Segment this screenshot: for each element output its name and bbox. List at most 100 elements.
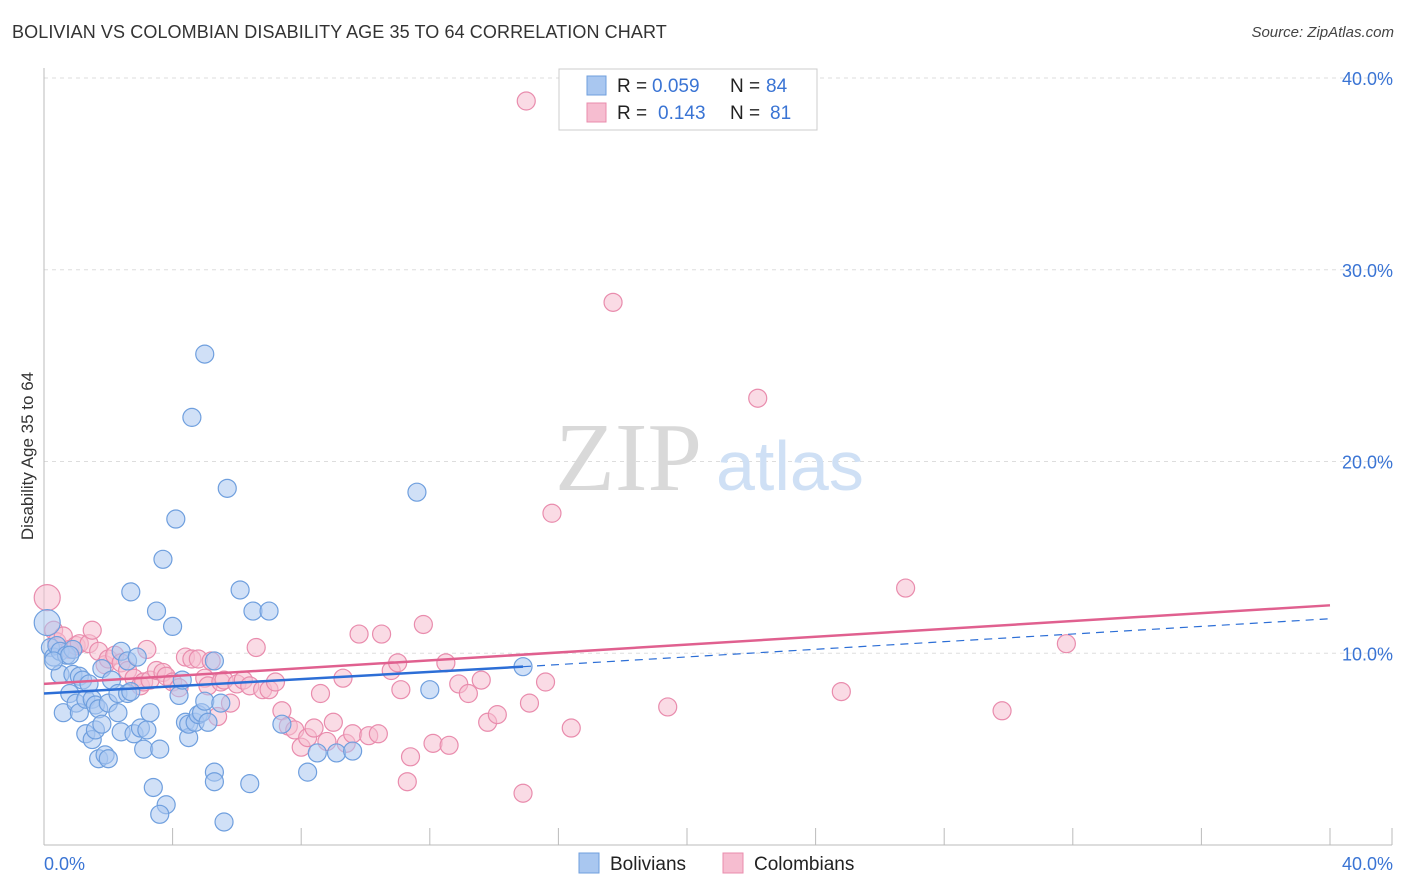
bolivian-point	[121, 582, 141, 602]
legend-n-value-2: 81	[770, 103, 791, 124]
legend-r-label-1: R =	[617, 76, 647, 97]
bolivian-point	[92, 714, 112, 734]
y-tick-label: 10.0%	[1342, 644, 1393, 664]
bolivian-point	[407, 482, 427, 502]
colombian-point	[436, 653, 456, 673]
colombian-point	[439, 735, 459, 755]
legend-r-value-2: 0.143	[658, 103, 706, 124]
bolivian-point	[198, 712, 218, 732]
colombian-point	[343, 724, 363, 744]
bolivian-point	[108, 703, 128, 723]
legend-r-label-2: R =	[617, 103, 647, 124]
bolivian-point	[195, 691, 215, 711]
bolivian-point	[143, 777, 163, 798]
colombian-point	[304, 718, 324, 738]
colombian-point	[603, 292, 623, 312]
x-tick-label-max: 40.0%	[1342, 854, 1393, 874]
bottom-legend-swatch-colombians	[722, 852, 744, 874]
bolivian-point	[298, 762, 318, 782]
bolivian-point	[166, 509, 186, 529]
colombian-point	[992, 701, 1012, 721]
colombian-point	[458, 683, 478, 704]
bottom-legend: Bolivians Colombians	[578, 852, 854, 875]
legend-swatch-colombians	[586, 102, 607, 123]
bolivian-point	[211, 693, 231, 713]
colombian-point	[413, 614, 433, 635]
bolivian-point	[33, 608, 61, 637]
bolivian-point	[230, 580, 250, 600]
colombian-point	[516, 91, 536, 111]
bolivian-point	[150, 804, 170, 824]
colombian-point	[82, 620, 102, 640]
bolivian-point	[307, 743, 327, 763]
bolivian-point	[420, 680, 440, 700]
watermark: ZIP atlas	[555, 404, 864, 512]
colombian-point	[400, 747, 421, 767]
bottom-legend-swatch-bolivians	[578, 852, 600, 874]
legend-swatch-bolivians	[586, 75, 607, 96]
bolivian-point	[182, 407, 202, 427]
colombian-point	[561, 718, 581, 738]
legend-n-label-2: N =	[730, 103, 760, 124]
legend-box: R = 0.059 N = 84 R = 0.143 N = 81	[558, 68, 818, 131]
bolivian-point	[140, 703, 160, 723]
bolivian-point	[217, 478, 237, 498]
colombian-point	[33, 584, 61, 612]
colombian-trend-line	[43, 604, 1331, 686]
legend-n-value-1: 84	[766, 76, 788, 97]
bolivian-point	[163, 616, 183, 637]
colombian-point	[748, 388, 768, 408]
colombian-point	[391, 680, 411, 700]
bolivian-point	[134, 739, 154, 759]
grid-layer	[44, 77, 1392, 654]
colombian-point	[519, 693, 540, 713]
colombian-point	[246, 637, 266, 658]
bolivian-point	[121, 681, 141, 702]
colombian-point	[896, 578, 916, 598]
colombian-point	[535, 672, 556, 692]
bolivian-point	[153, 549, 173, 569]
chart-title: BOLIVIAN VS COLOMBIAN DISABILITY AGE 35 …	[12, 22, 667, 42]
trend-layer	[43, 604, 1331, 695]
colombian-point	[323, 712, 343, 732]
bolivian-point	[204, 772, 224, 792]
bolivian-point	[137, 720, 157, 740]
watermark-atlas: atlas	[716, 427, 864, 505]
bolivian-point	[127, 647, 147, 667]
bolivian-point	[150, 739, 170, 759]
bolivian-point	[343, 741, 363, 761]
colombian-point	[513, 783, 533, 803]
colombian-point	[658, 697, 678, 717]
labels-layer: 10.0% 20.0% 30.0% 40.0% 0.0% 40.0% Disability …	[18, 69, 1393, 874]
y-axis-label: Disability Age 35 to 64	[18, 372, 37, 540]
bolivian-point	[243, 601, 263, 621]
colombian-point	[423, 733, 443, 753]
bottom-legend-label-bolivians: Bolivians	[610, 854, 686, 875]
bolivian-point	[259, 601, 279, 621]
bottom-legend-label-colombians: Colombians	[754, 854, 854, 875]
colombian-point	[542, 503, 562, 523]
bolivian-point	[272, 714, 292, 734]
bolivian-point	[60, 645, 80, 665]
colombian-point	[471, 670, 491, 690]
y-tick-label: 20.0%	[1342, 453, 1393, 473]
colombian-point	[1056, 634, 1076, 654]
points-layer	[33, 91, 1076, 832]
y-tick-label: 30.0%	[1342, 261, 1393, 281]
colombian-point	[310, 683, 331, 704]
y-tick-label: 40.0%	[1342, 69, 1393, 89]
bolivian-point	[326, 743, 347, 763]
bolivian-point	[204, 651, 224, 671]
axes-layer	[43, 68, 1393, 846]
bolivian-trend-extension	[522, 618, 1331, 668]
bolivian-point	[98, 749, 118, 769]
bolivian-point	[240, 774, 260, 794]
bolivian-trend-line	[43, 665, 524, 695]
colombian-point	[349, 624, 369, 644]
legend-n-label-1: N =	[730, 76, 760, 97]
colombian-point	[397, 772, 417, 792]
source-label: Source: ZipAtlas.com	[1251, 24, 1394, 41]
x-tick-label-min: 0.0%	[44, 854, 85, 874]
bolivian-point	[44, 651, 64, 671]
colombian-point	[831, 681, 851, 702]
